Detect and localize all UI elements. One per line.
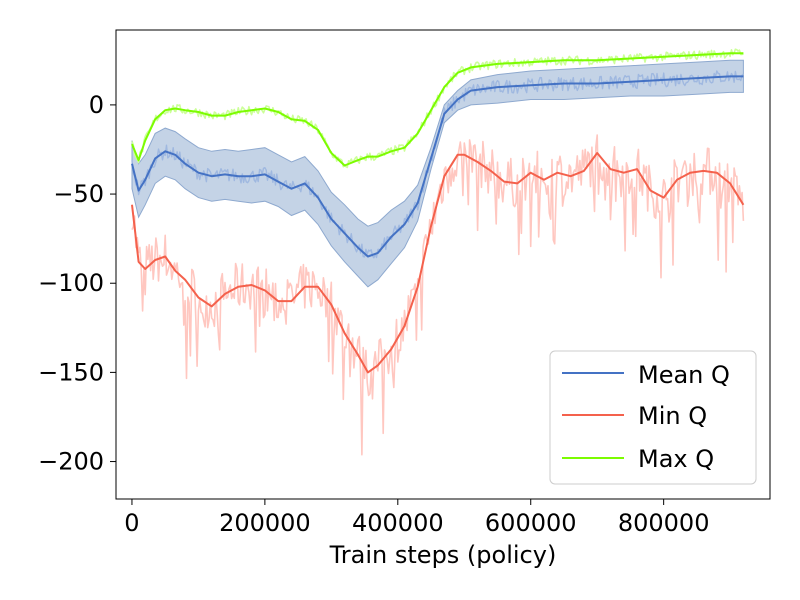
x-tick-label: 200000 <box>219 509 311 537</box>
legend: Mean Q Min Q Max Q <box>549 350 757 485</box>
legend-label-min-q: Min Q <box>638 402 707 430</box>
x-tick-label: 800000 <box>618 509 710 537</box>
min-q-line <box>131 152 745 374</box>
y-tick-label: 0 <box>89 91 104 119</box>
x-axis-label: Train steps (policy) <box>329 541 557 569</box>
plot-frame <box>115 29 771 500</box>
y-tick-label: −200 <box>38 448 104 476</box>
mean-q-line <box>131 75 744 258</box>
y-tick-label: −50 <box>53 180 104 208</box>
legend-box <box>549 350 757 485</box>
x-tick-label: 600000 <box>485 509 577 537</box>
axis-ticks: 0 200000 400000 600000 800000 0 −50 −100 −150 −20… <box>38 91 709 537</box>
max-q-line <box>131 52 744 167</box>
y-tick-label: −100 <box>38 269 104 297</box>
max-q-raw-trace <box>131 48 744 169</box>
x-tick-label: 0 <box>124 509 139 537</box>
y-tick-label: −150 <box>38 358 104 386</box>
legend-label-max-q: Max Q <box>638 445 714 473</box>
legend-label-mean-q: Mean Q <box>638 361 730 389</box>
plot-area <box>131 48 745 456</box>
x-tick-label: 400000 <box>352 509 444 537</box>
mean-q-band <box>131 59 744 288</box>
